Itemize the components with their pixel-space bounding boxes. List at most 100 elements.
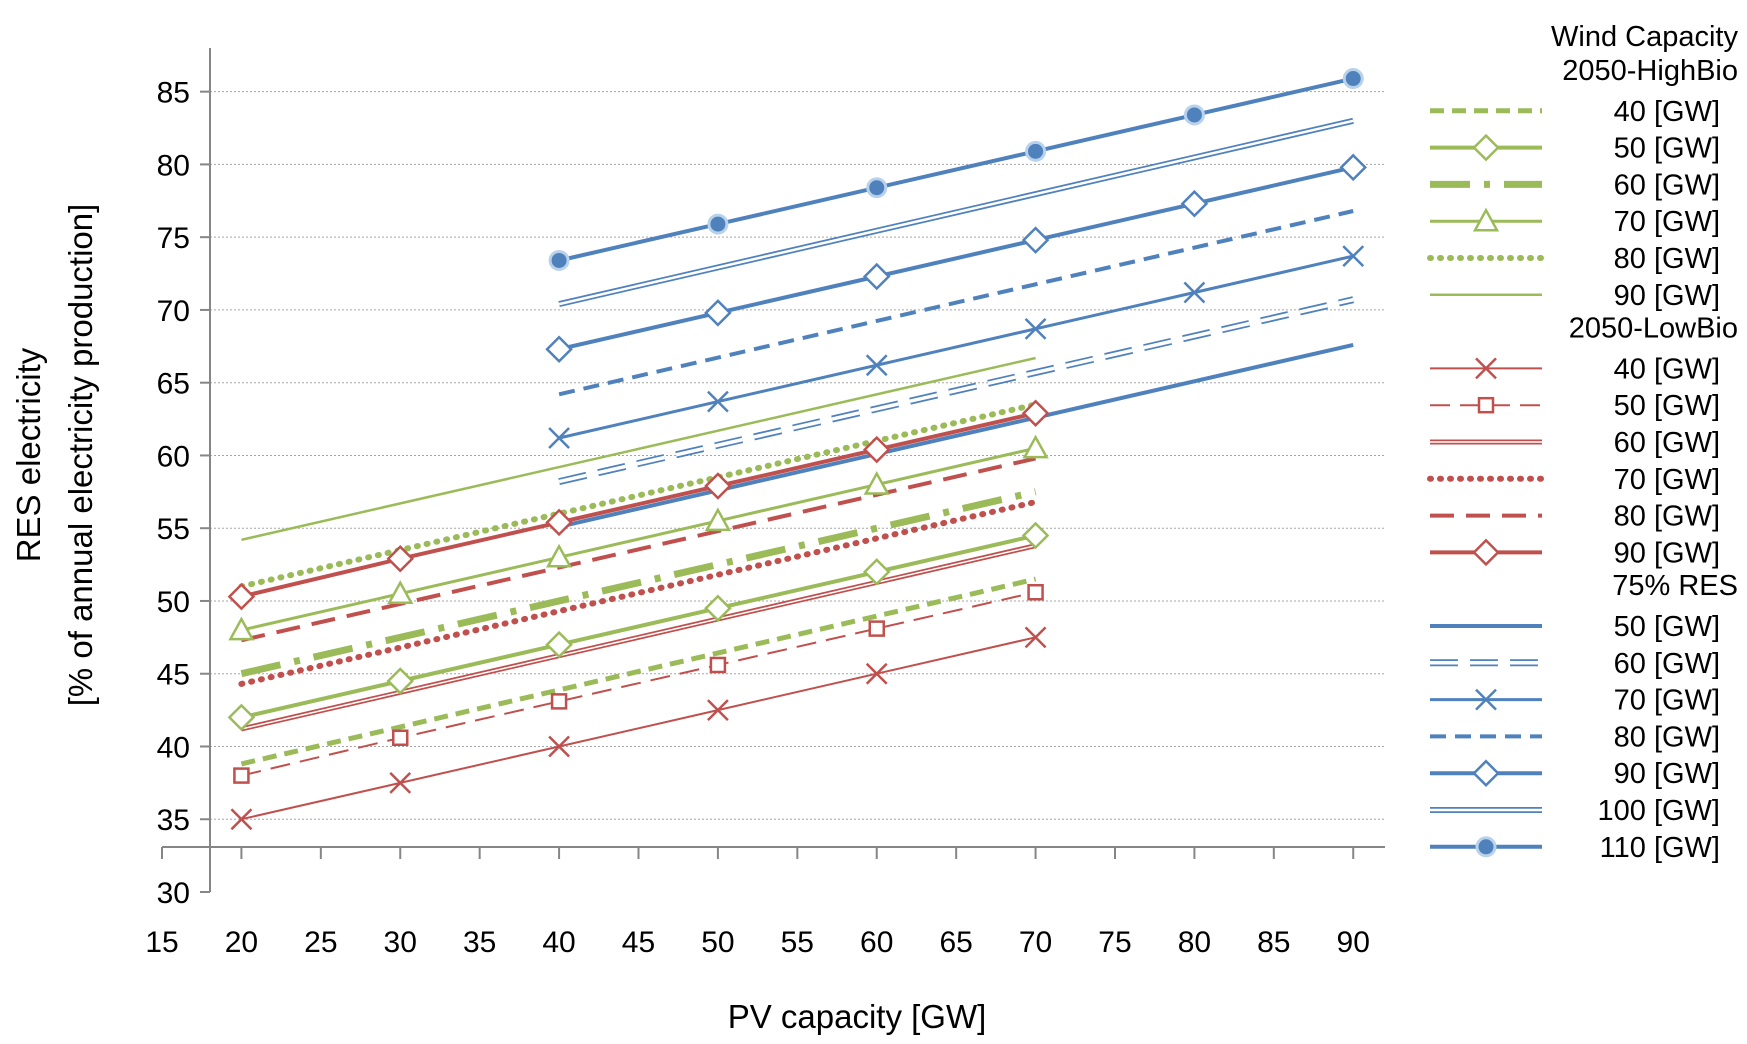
legend-label: 100 [GW] <box>1598 795 1721 827</box>
legend-group-title: 75% RES <box>1612 570 1738 602</box>
legend-label: 50 [GW] <box>1614 611 1720 643</box>
legend-label: 110 [GW] <box>1600 832 1720 864</box>
series-lines <box>238 76 1354 821</box>
x-tick-label: 85 <box>1257 926 1290 959</box>
series-line-0 <box>240 576 1037 767</box>
legend-marker <box>1472 207 1500 232</box>
data-point-1-1 <box>386 667 415 695</box>
data-point-18-2 <box>866 177 888 199</box>
data-point-14-5 <box>1342 245 1365 267</box>
legend-label: 70 [GW] <box>1614 685 1720 717</box>
series-line-9 <box>238 499 1039 687</box>
series-line-8 <box>240 543 1037 732</box>
x-tick-label: 50 <box>701 926 734 959</box>
series-line-3 <box>241 446 1036 632</box>
y-tick-label: 55 <box>157 513 190 546</box>
data-point-1-4 <box>862 558 891 586</box>
data-point-6-0 <box>230 808 253 831</box>
data-point-1-3 <box>704 594 732 623</box>
legend-label: 50 [GW] <box>1614 390 1720 422</box>
data-point-14-2 <box>865 354 888 377</box>
legend-item: 60 [GW] <box>1430 427 1720 459</box>
legend-label: 40 [GW] <box>1614 96 1720 128</box>
data-point-3-4 <box>863 470 890 495</box>
data-point-7-3 <box>709 656 727 674</box>
data-point-1-5 <box>1021 521 1050 550</box>
y-tick-label: 75 <box>157 222 190 255</box>
legend-label: 90 [GW] <box>1614 280 1720 312</box>
legend-item: 70 [GW] <box>1427 464 1720 496</box>
data-point-3-3 <box>704 507 732 532</box>
legend-marker <box>1472 133 1500 162</box>
series-line-10 <box>240 456 1037 643</box>
x-tick-label: 60 <box>860 926 893 959</box>
data-point-1-2 <box>545 630 573 659</box>
x-tick-label: 75 <box>1098 926 1131 959</box>
series-line-18 <box>558 76 1354 263</box>
series-line-2 <box>240 488 1037 678</box>
x-tick-label: 25 <box>304 926 337 959</box>
data-point-18-5 <box>1342 68 1364 90</box>
data-point-7-1 <box>391 729 409 747</box>
data-point-11-4 <box>862 435 891 464</box>
legend-item: 80 [GW] <box>1430 501 1720 533</box>
legend-label: 80 [GW] <box>1614 721 1720 753</box>
x-tick-label: 15 <box>145 926 178 959</box>
legend-label: 80 [GW] <box>1614 243 1720 275</box>
data-point-18-3 <box>1025 140 1047 162</box>
data-point-3-2 <box>545 543 573 568</box>
legend-item: 80 [GW] <box>1430 721 1720 753</box>
x-tick-label: 45 <box>622 926 655 959</box>
y-tick-label: 70 <box>157 295 190 328</box>
legend-item: 70 [GW] <box>1430 685 1720 717</box>
data-point-11-0 <box>227 582 256 611</box>
legend-item: 110 [GW] <box>1430 832 1720 864</box>
series-line-5 <box>241 356 1036 542</box>
legend-item: 90 [GW] <box>1430 280 1720 312</box>
y-tick-label: 60 <box>157 440 190 473</box>
data-point-14-1 <box>707 390 729 413</box>
data-point-7-0 <box>233 767 250 784</box>
legend-item: 80 [GW] <box>1427 243 1720 275</box>
x-tick-labels: 15 20 25 30 35 40 45 50 55 60 65 70 75 80 85 90 <box>145 847 1370 959</box>
legend-marker <box>1475 357 1497 380</box>
y-tick-labels: 30 35 40 45 50 55 60 65 70 75 80 85 <box>157 77 210 910</box>
series-line-17 <box>558 117 1354 308</box>
data-point-11-1 <box>386 544 415 573</box>
legend-item: 50 [GW] <box>1430 390 1720 422</box>
legend-label: 80 [GW] <box>1614 501 1720 533</box>
series-line-16 <box>558 165 1354 352</box>
data-point-14-0 <box>548 427 570 449</box>
legend-label: 40 [GW] <box>1614 353 1720 385</box>
x-tick-label: 20 <box>225 926 258 959</box>
data-point-6-1 <box>389 771 412 794</box>
x-axis-label: PV capacity [GW] <box>728 998 987 1035</box>
legend-marker <box>1475 836 1497 858</box>
legend-item: 40 [GW] <box>1430 353 1720 385</box>
x-tick-label: 70 <box>1019 926 1052 959</box>
data-point-16-4 <box>1180 189 1209 218</box>
y-tick-label: 30 <box>157 877 190 910</box>
y-tick-label: 85 <box>157 77 190 110</box>
series-line-11 <box>240 411 1037 599</box>
legend-label: 60 [GW] <box>1614 648 1720 680</box>
data-point-11-5 <box>1021 399 1050 428</box>
data-point-18-0 <box>548 249 570 271</box>
legend-label: 60 [GW] <box>1614 169 1720 201</box>
data-point-14-4 <box>1183 281 1206 304</box>
data-point-3-5 <box>1022 434 1049 459</box>
legend-label: 90 [GW] <box>1614 537 1720 569</box>
data-point-16-5 <box>1339 153 1368 182</box>
y-tick-label: 45 <box>157 659 190 692</box>
x-tick-label: 40 <box>542 926 575 959</box>
x-tick-label: 35 <box>463 926 496 959</box>
data-point-7-4 <box>868 620 885 637</box>
y-tick-label: 50 <box>157 586 190 619</box>
legend-group-title: 2050-LowBio <box>1569 313 1738 345</box>
y-tick-label: 65 <box>157 368 190 401</box>
legend-marker <box>1472 538 1500 567</box>
legend: Wind Capacity 2050-HighBio 40 [GW] 50 [GW]… <box>1427 21 1738 864</box>
data-point-6-4 <box>865 662 888 685</box>
legend-title: Wind Capacity <box>1551 21 1738 53</box>
